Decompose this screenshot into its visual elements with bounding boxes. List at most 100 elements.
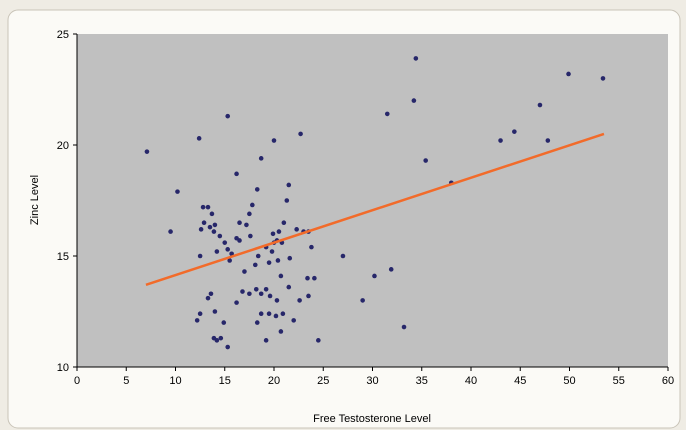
- data-point: [244, 222, 249, 228]
- data-point: [401, 324, 407, 330]
- data-point: [309, 244, 314, 250]
- data-point: [250, 202, 255, 208]
- data-point: [258, 156, 264, 161]
- x-tick-label: 5: [123, 375, 129, 387]
- data-point: [266, 311, 272, 317]
- data-point: [258, 311, 264, 317]
- data-point: [266, 260, 272, 265]
- data-point: [253, 287, 259, 292]
- data-point: [212, 222, 218, 228]
- data-point: [274, 298, 280, 303]
- data-point: [263, 338, 269, 343]
- data-point: [175, 189, 180, 194]
- data-point: [240, 289, 245, 294]
- data-point: [423, 158, 428, 163]
- data-point: [194, 318, 200, 323]
- data-point: [286, 182, 292, 188]
- x-tick-label: 15: [219, 375, 231, 387]
- y-tick-label: 25: [57, 29, 69, 41]
- data-point: [237, 220, 242, 225]
- x-tick-label: 20: [268, 375, 280, 387]
- y-axis-label: Zinc Level: [29, 175, 41, 225]
- data-point: [297, 298, 302, 303]
- data-point: [234, 300, 239, 305]
- data-point: [280, 311, 286, 317]
- x-tick-label: 30: [366, 375, 378, 387]
- x-tick-label: 25: [317, 375, 329, 387]
- data-point: [284, 198, 290, 203]
- x-tick-label: 35: [416, 375, 428, 387]
- data-point: [512, 129, 517, 134]
- data-point: [413, 56, 419, 61]
- data-point: [372, 273, 377, 279]
- data-point: [247, 211, 252, 217]
- data-point: [287, 255, 293, 261]
- data-point: [211, 229, 217, 234]
- data-point: [218, 335, 224, 341]
- data-point: [600, 76, 606, 81]
- x-tick-label: 55: [613, 375, 625, 387]
- plot-area: [77, 34, 668, 367]
- data-point: [340, 253, 346, 259]
- data-point: [222, 240, 228, 245]
- data-point: [197, 311, 203, 317]
- data-point: [411, 98, 417, 103]
- data-point: [198, 227, 204, 232]
- data-point: [221, 320, 227, 325]
- data-point: [270, 231, 276, 237]
- data-point: [201, 220, 207, 225]
- data-point: [225, 247, 231, 252]
- data-point: [212, 309, 218, 314]
- data-point: [360, 298, 365, 303]
- data-point: [205, 295, 211, 301]
- data-point: [254, 320, 260, 325]
- data-point: [227, 258, 232, 263]
- data-point: [275, 258, 281, 263]
- data-point: [252, 262, 258, 268]
- trend-line: [145, 132, 605, 287]
- data-point: [196, 136, 202, 141]
- data-point: [237, 238, 242, 243]
- data-point: [205, 204, 211, 210]
- data-point: [273, 313, 279, 319]
- data-point: [312, 275, 317, 281]
- data-point: [291, 318, 297, 323]
- data-point: [537, 102, 543, 108]
- data-point: [254, 187, 260, 192]
- data-point: [209, 211, 215, 217]
- y-tick-label: 15: [57, 251, 69, 263]
- data-point: [248, 233, 253, 239]
- data-point: [294, 227, 299, 232]
- data-point: [545, 138, 551, 143]
- data-point: [278, 329, 284, 334]
- data-point: [281, 220, 287, 225]
- data-point: [306, 293, 311, 299]
- data-point: [286, 284, 292, 290]
- x-tick-label: 45: [514, 375, 526, 387]
- data-point: [247, 291, 252, 297]
- data-point: [197, 253, 203, 259]
- data-point: [258, 291, 264, 297]
- data-point: [168, 229, 173, 234]
- data-point: [305, 275, 310, 281]
- data-point: [384, 111, 390, 117]
- data-point: [200, 204, 206, 210]
- data-point: [217, 233, 223, 239]
- data-point: [225, 113, 231, 119]
- data-point: [214, 249, 220, 254]
- data-point: [144, 149, 150, 154]
- data-point: [269, 249, 275, 254]
- data-point: [316, 338, 321, 343]
- data-point: [225, 344, 231, 350]
- data-point: [255, 253, 261, 259]
- data-point: [234, 171, 239, 177]
- x-tick-label: 40: [465, 375, 477, 387]
- x-axis-label: Free Testosterone Level: [313, 413, 431, 425]
- x-tick-label: 0: [74, 375, 80, 387]
- x-tick-label: 60: [662, 375, 674, 387]
- x-tick-label: 50: [563, 375, 575, 387]
- data-point: [242, 269, 247, 274]
- data-point: [207, 224, 213, 230]
- x-tick-label: 10: [169, 375, 181, 387]
